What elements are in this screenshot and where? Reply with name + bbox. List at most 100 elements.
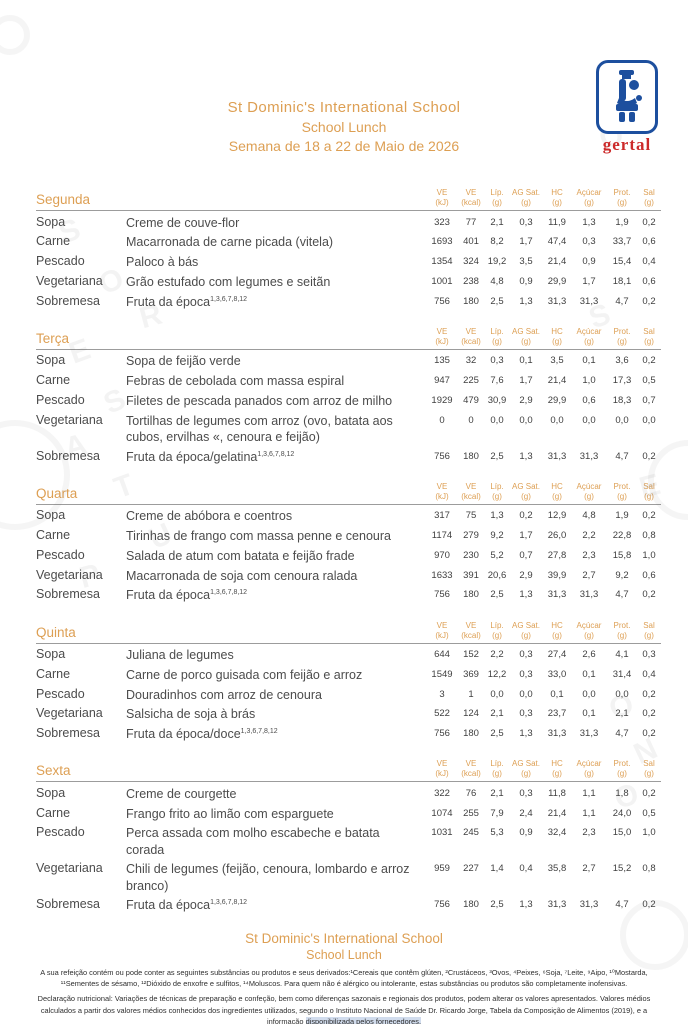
nutrition-value: 1929 xyxy=(431,394,453,406)
column-label: Açúcar xyxy=(576,326,602,336)
column-label: HC xyxy=(551,759,563,769)
nutrition-value: 2,3 xyxy=(582,549,596,561)
meal-row: Pescado Douradinhos com arroz de cenoura 3… xyxy=(36,683,661,703)
nutrition-value: 18,3 xyxy=(612,394,632,406)
day-header-row: Sexta VE (kJ) VE (kcal) Líp. (g) AG Sat. (g) HC(… xyxy=(36,759,661,783)
nutrition-value: 152 xyxy=(463,649,479,660)
column-label: Líp. xyxy=(490,188,504,197)
meal-category: Vegetariana xyxy=(36,861,103,876)
day-name: Sexta xyxy=(36,763,71,779)
meal-category: Pescado xyxy=(36,547,85,562)
column-unit: (g) xyxy=(617,769,627,779)
column-label: VE xyxy=(465,620,477,630)
meal-category: Carne xyxy=(36,234,71,249)
column-label: AG Sat. xyxy=(511,326,540,336)
column-header: Prot. (g) xyxy=(607,621,637,641)
footer-subtitle: School Lunch xyxy=(306,947,382,962)
column-unit: (kcal) xyxy=(461,769,481,779)
meal-category: Vegetariana xyxy=(36,412,103,427)
column-label: AG Sat. xyxy=(511,481,540,491)
day-rows: Sopa Sopa de feijão verde 135 32 0,3 0,1 3,5 0,… xyxy=(36,350,661,465)
dish-name: Macarronada de carne picada (vitela) xyxy=(126,235,334,250)
meal-row: Sopa Creme de abóbora e coentros 317 75 1,3 0… xyxy=(36,505,661,525)
day-header-row: Terça VE (kJ) VE (kcal) Líp. (g) AG Sat. (g) HC(… xyxy=(36,327,661,350)
meal-category: Carne xyxy=(36,528,71,542)
nutrition-value: 0,1 xyxy=(550,688,564,700)
document-footer: St Dominic's International School School… xyxy=(0,931,688,1024)
column-header: Líp. (g) xyxy=(485,759,509,779)
nutrition-value: 3,5 xyxy=(519,256,533,267)
column-label: Prot. xyxy=(613,620,631,630)
column-unit: (g) xyxy=(617,630,627,640)
column-unit: (g) xyxy=(492,630,502,640)
nutrition-value: 29,9 xyxy=(547,275,567,287)
dish-name: Tortilhas de legumes com arroz (ovo, bat… xyxy=(126,413,393,444)
day-name: Segunda xyxy=(36,192,91,207)
column-unit: (g) xyxy=(492,491,502,501)
column-unit: (g) xyxy=(521,630,531,640)
nutrition-value: 0 xyxy=(439,414,445,426)
day-rows: Sopa Creme de couve-flor 323 77 2,1 0,3 11,9 1,… xyxy=(36,211,661,310)
meal-category: Carne xyxy=(36,373,71,387)
meal-row: Pescado Salada de atum com batata e feijã… xyxy=(36,544,661,564)
nutrition-value: 15,8 xyxy=(612,549,632,561)
nutrition-value: 0,1 xyxy=(582,355,596,367)
column-unit: (g) xyxy=(644,769,654,779)
nutrition-value: 2,1 xyxy=(490,216,504,228)
dish-name: Paloco à bás xyxy=(126,255,199,269)
meal-category: Sopa xyxy=(36,214,66,229)
nutrition-value: 1,4 xyxy=(490,863,504,875)
meal-row: Sobremesa Fruta da época1,3,6,7,8,12 756 18… xyxy=(36,894,661,914)
column-unit: (kcal) xyxy=(461,336,481,346)
dish-name: Sopa de feijão verde xyxy=(126,354,241,369)
nutrition-value: 15,0 xyxy=(612,827,632,839)
column-unit: (kJ) xyxy=(435,630,449,640)
nutrition-value: 180 xyxy=(463,899,479,911)
allergen-superscript: 1,3,6,7,8,12 xyxy=(210,589,248,597)
column-label: Sal xyxy=(643,188,655,197)
nutrition-value: 0,2 xyxy=(642,295,656,307)
dish-name: Fruta da época1,3,6,7,8,12 xyxy=(126,588,248,603)
meal-row: Vegetariana Macarronada de soja com cenou… xyxy=(36,564,661,584)
nutrition-value: 4,7 xyxy=(615,295,629,307)
nutrition-value: 24,0 xyxy=(612,807,632,819)
column-label: Sal xyxy=(643,759,655,769)
nutrition-value: 1001 xyxy=(431,275,453,287)
nutrition-value: 1,3 xyxy=(519,728,533,739)
nutrition-value: 31,3 xyxy=(547,899,567,911)
column-unit: (g) xyxy=(617,336,627,346)
column-unit: (g) xyxy=(617,491,627,501)
meal-row: Vegetariana Chili de legumes (feijão, cen… xyxy=(36,858,661,894)
meal-category: Carne xyxy=(36,805,71,820)
column-header: VE (kcal) xyxy=(457,621,485,641)
nutrition-value: 0,3 xyxy=(490,355,504,367)
column-header: Açúcar (g) xyxy=(571,188,607,208)
column-header: AG Sat. (g) xyxy=(509,188,543,208)
nutrition-value: 322 xyxy=(434,787,450,799)
gertal-chef-icon xyxy=(596,60,658,134)
day-rows: Sopa Juliana de legumes 644 152 2,2 0,3 27,4 2,… xyxy=(36,644,661,743)
column-header: VE (kJ) xyxy=(427,327,457,347)
nutrition-value: 15,4 xyxy=(612,256,632,267)
allergen-superscript: 1,3,6,7,8,12 xyxy=(210,295,248,303)
dish-name: Creme de couve-flor xyxy=(126,215,240,230)
nutrition-value: 26,0 xyxy=(547,530,567,541)
nutrition-value: 391 xyxy=(463,569,479,581)
meal-category: Sopa xyxy=(36,508,66,523)
day-section: Quarta VE (kJ) VE (kcal) Líp. (g) AG Sat. (g) HC… xyxy=(36,482,661,604)
meal-category: Carne xyxy=(36,666,71,681)
column-unit: (kJ) xyxy=(435,336,449,346)
dish-name: Chili de legumes (feijão, cenoura, lomba… xyxy=(126,862,410,893)
nutrition-value: 11,8 xyxy=(548,787,566,799)
nutrition-value: 756 xyxy=(434,450,450,462)
nutrition-value: 0,0 xyxy=(615,414,629,426)
dish-name: Creme de courgette xyxy=(126,786,237,801)
column-unit: (g) xyxy=(521,491,531,501)
column-unit: (g) xyxy=(552,630,562,640)
column-header: VE (kJ) xyxy=(427,621,457,641)
allergen-superscript: 1,3,6,7,8,12 xyxy=(210,899,248,907)
nutrition-value: 5,2 xyxy=(490,549,504,561)
column-header: VE (kcal) xyxy=(457,482,485,502)
nutrition-value: 2,2 xyxy=(582,530,596,541)
